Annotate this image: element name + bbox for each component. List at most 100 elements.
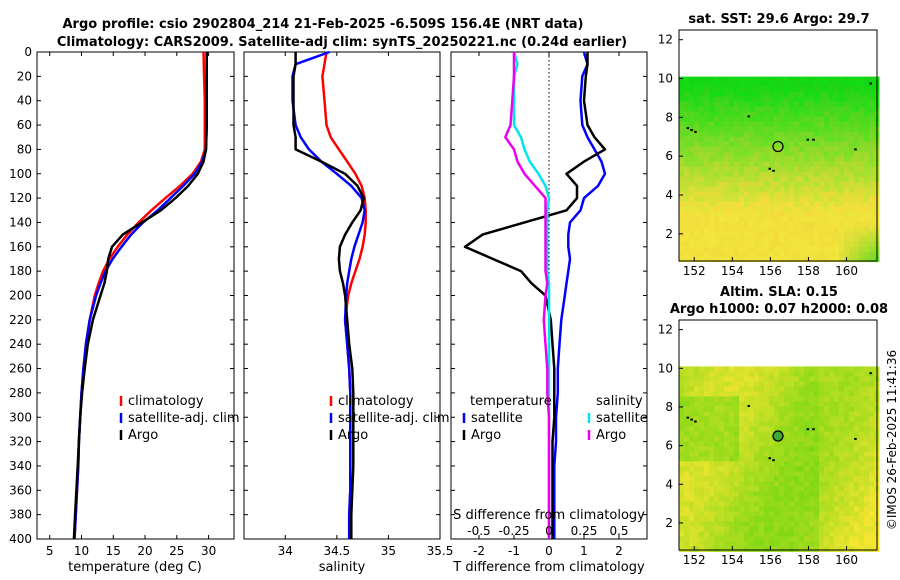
map-cell (739, 461, 745, 467)
map-cell (719, 86, 725, 93)
map-cell (759, 171, 765, 178)
map-cell (724, 526, 730, 532)
map-cell (734, 541, 740, 547)
map-cell (729, 401, 735, 407)
map-cell (759, 411, 765, 417)
map-cell (864, 196, 870, 203)
depth-tick-label: 400 (9, 532, 32, 546)
map-cell (794, 436, 800, 442)
map-cell (759, 191, 765, 198)
map-cell (779, 381, 785, 387)
map-cell (844, 176, 850, 183)
map-cell (834, 111, 840, 118)
map-cell (859, 496, 865, 502)
map-cell (769, 396, 775, 402)
map-cell (789, 221, 795, 228)
map-cell (679, 381, 685, 387)
map-cell (759, 101, 765, 108)
map-cell (789, 86, 795, 93)
map-cell (734, 516, 740, 522)
map-cell (854, 441, 860, 447)
map-cell (854, 236, 860, 243)
map-cell (724, 166, 730, 173)
map-cell (759, 136, 765, 143)
map-y-tick-label: 12 (658, 323, 673, 337)
map-cell (724, 91, 730, 98)
map-cell (829, 91, 835, 98)
map-cell (814, 541, 820, 547)
map-cell (779, 221, 785, 228)
map-cell (819, 126, 825, 133)
map-cell (834, 541, 840, 547)
map-cell (819, 76, 825, 83)
map-cell (744, 511, 750, 517)
map-cell (744, 251, 750, 258)
map-cell (864, 461, 870, 467)
map-cell (744, 526, 750, 532)
map-cell (854, 176, 860, 183)
map-cell (784, 121, 790, 128)
map-cell (794, 236, 800, 243)
map-cell (829, 431, 835, 437)
map-cell (784, 116, 790, 123)
map-cell (804, 416, 810, 422)
map-cell (754, 181, 760, 188)
island-mark (694, 130, 697, 133)
map-cell (779, 461, 785, 467)
map-cell (774, 371, 780, 377)
map-cell (824, 476, 830, 482)
map-cell (844, 171, 850, 178)
map-cell (699, 196, 705, 203)
map-cell (709, 201, 715, 208)
map-cell (709, 166, 715, 173)
map-cell (714, 366, 720, 372)
map-cell (699, 256, 705, 263)
map-cell (839, 461, 845, 467)
map-cell (859, 481, 865, 487)
map-cell (769, 466, 775, 472)
map-cell (829, 146, 835, 153)
map-cell (869, 516, 875, 522)
map-cell (854, 171, 860, 178)
map-cell (719, 186, 725, 193)
map-cell (769, 156, 775, 163)
map-cell (794, 411, 800, 417)
map-cell (869, 251, 875, 258)
map-cell (799, 481, 805, 487)
map-cell (709, 451, 715, 457)
map-cell (849, 481, 855, 487)
map-cell (844, 386, 850, 392)
map-cell (824, 251, 830, 258)
map-cell (699, 521, 705, 527)
map-cell (729, 446, 735, 452)
map-cell (869, 496, 875, 502)
map-cell (799, 391, 805, 397)
map-cell (854, 91, 860, 98)
map-cell (709, 541, 715, 547)
map-cell (724, 376, 730, 382)
map-cell (824, 471, 830, 477)
map-cell (704, 531, 710, 537)
map-cell (699, 466, 705, 472)
map-cell (684, 451, 690, 457)
map-cell (839, 81, 845, 88)
map-cell (699, 486, 705, 492)
map-cell (704, 411, 710, 417)
map-cell (714, 371, 720, 377)
map-cell (814, 241, 820, 248)
map-cell (699, 121, 705, 128)
map-cell (724, 106, 730, 113)
map-cell (759, 501, 765, 507)
map-cell (679, 471, 685, 477)
map-cell (809, 106, 815, 113)
map-cell (764, 96, 770, 103)
map-cell (764, 136, 770, 143)
map-cell (734, 446, 740, 452)
map-cell (699, 391, 705, 397)
map-cell (779, 441, 785, 447)
map-cell (744, 546, 750, 552)
map-cell (834, 86, 840, 93)
map-cell (734, 161, 740, 168)
map-cell (864, 441, 870, 447)
map-cell (844, 496, 850, 502)
